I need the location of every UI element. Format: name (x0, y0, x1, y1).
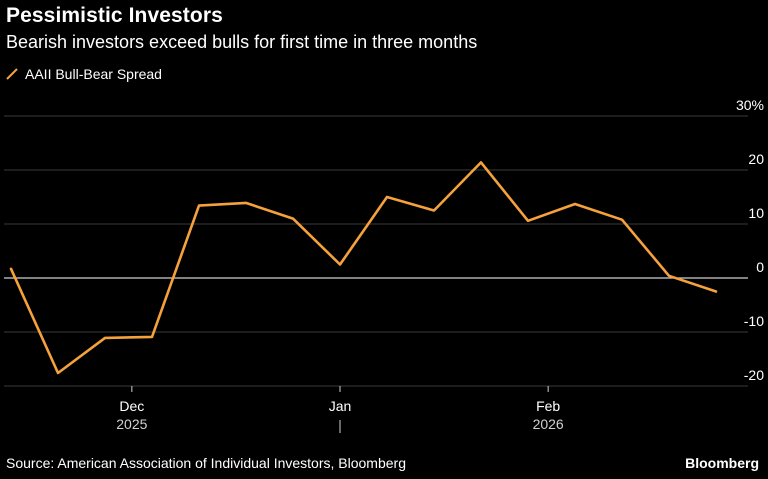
y-tick-label: 10 (748, 205, 764, 221)
brand-logo-text: Bloomberg (685, 455, 759, 471)
y-tick-label: -10 (744, 313, 764, 329)
year-label: 2025 (116, 416, 147, 432)
x-tick-label: Jan (329, 398, 352, 414)
source-note: Source: American Association of Individu… (6, 455, 406, 471)
legend-line-icon (6, 68, 18, 80)
legend: AAII Bull-Bear Spread (6, 65, 162, 83)
y-tick-label: 0 (756, 259, 764, 275)
series-line-0 (9, 161, 718, 375)
y-tick-label: -20 (744, 367, 764, 383)
x-tick-label: Feb (536, 398, 560, 414)
y-tick-label: 30% (736, 97, 764, 113)
chart-title: Pessimistic Investors (6, 4, 223, 27)
y-tick-label: 20 (748, 151, 764, 167)
x-tick-label: Dec (119, 398, 144, 414)
legend-label: AAII Bull-Bear Spread (25, 66, 162, 82)
line-chart: 30% 20 10 0 -10 -20 Dec Jan Feb 2025 2026 (4, 97, 764, 433)
year-label: 2026 (533, 416, 564, 432)
chart-subtitle: Bearish investors exceed bulls for first… (6, 32, 478, 52)
